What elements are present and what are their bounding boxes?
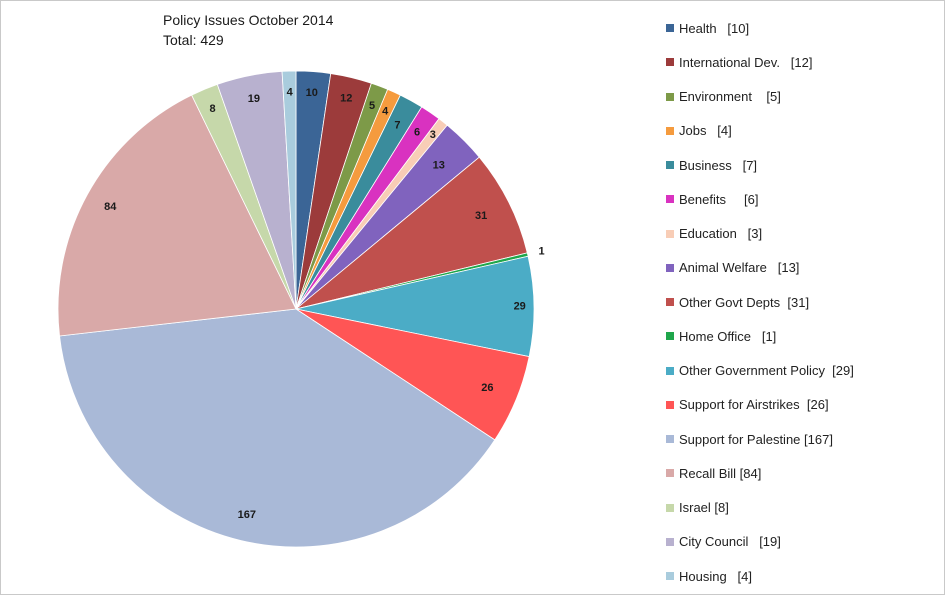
legend-swatch xyxy=(666,332,674,341)
legend-item-animal-welfare: Animal Welfare [13] xyxy=(666,251,936,285)
pie-slice-other-govt-depts xyxy=(295,156,528,310)
slice-value-label-support-for-airstrikes: 26 xyxy=(481,382,493,394)
legend-swatch xyxy=(666,400,674,409)
legend-label: Animal Welfare [13] xyxy=(679,260,800,276)
legend-swatch xyxy=(666,298,674,307)
legend-item-city-council: City Council [19] xyxy=(666,525,936,559)
slice-value-label-environment: 5 xyxy=(369,100,375,112)
slice-value-label-city-council: 19 xyxy=(248,93,260,105)
pie-slice-recall-bill xyxy=(57,94,297,337)
legend-swatch xyxy=(666,537,674,546)
legend-item-support-for-airstrikes: Support for Airstrikes [26] xyxy=(666,388,936,422)
legend-swatch xyxy=(666,229,674,238)
legend-label: Support for Airstrikes [26] xyxy=(679,397,829,413)
legend-item-health: Health [10] xyxy=(666,11,936,45)
pie-slices xyxy=(57,70,535,548)
pie-slice-housing xyxy=(281,70,297,310)
legend-swatch xyxy=(666,58,674,67)
legend-swatch xyxy=(666,263,674,272)
chart-title: Policy Issues October 2014 xyxy=(163,12,334,28)
legend-item-other-govt-depts: Other Govt Depts [31] xyxy=(666,285,936,319)
slice-value-label-other-govt-depts: 31 xyxy=(475,210,487,222)
legend-label: Housing [4] xyxy=(679,568,752,584)
legend-item-jobs: Jobs [4] xyxy=(666,114,936,148)
legend-swatch xyxy=(666,572,674,581)
legend-label: Home Office [1] xyxy=(679,328,777,344)
legend-label: Benefits [6] xyxy=(679,191,759,207)
chart-legend: Health [10] International Dev. [12] Enviro… xyxy=(666,11,936,593)
legend-swatch xyxy=(666,435,674,444)
legend-label: Education [3] xyxy=(679,226,763,242)
slice-value-label-israel: 8 xyxy=(210,103,216,115)
slice-value-label-health: 10 xyxy=(306,87,318,99)
legend-label: Other Government Policy [29] xyxy=(679,363,854,379)
legend-label: Recall Bill [84] xyxy=(679,465,762,481)
slice-value-label-housing: 4 xyxy=(287,87,294,99)
legend-item-environment: Environment [5] xyxy=(666,80,936,114)
legend-swatch xyxy=(666,24,674,33)
legend-item-education: Education [3] xyxy=(666,217,936,251)
legend-item-international-dev: International Dev. [12] xyxy=(666,45,936,79)
legend-item-other-government-policy: Other Government Policy [29] xyxy=(666,354,936,388)
chart-total: Total: 429 xyxy=(163,32,224,48)
legend-swatch xyxy=(666,366,674,375)
legend-item-business: Business [7] xyxy=(666,148,936,182)
legend-label: Business [7] xyxy=(679,157,758,173)
slice-value-label-other-government-policy: 29 xyxy=(514,301,526,313)
legend-swatch xyxy=(666,469,674,478)
slice-value-label-international-dev: 12 xyxy=(340,92,352,104)
legend-label: City Council [19] xyxy=(679,534,781,550)
legend-item-housing: Housing [4] xyxy=(666,559,936,593)
pie-slice-support-for-palestine xyxy=(59,308,496,548)
legend-swatch xyxy=(666,126,674,135)
slice-value-label-recall-bill: 84 xyxy=(104,201,117,213)
legend-label: Support for Palestine [167] xyxy=(679,431,833,447)
legend-swatch xyxy=(666,92,674,101)
chart-title-block: Policy Issues October 2014 Total: 429 xyxy=(163,10,333,50)
slice-value-label-support-for-palestine: 167 xyxy=(238,509,256,521)
legend-item-israel: Israel [8] xyxy=(666,491,936,525)
legend-label: Israel [8] xyxy=(679,500,729,516)
slice-value-label-benefits: 6 xyxy=(414,126,420,138)
legend-label: International Dev. [12] xyxy=(679,54,813,70)
legend-swatch xyxy=(666,503,674,512)
legend-item-support-for-palestine: Support for Palestine [167] xyxy=(666,422,936,456)
legend-label: Health [10] xyxy=(679,20,750,36)
legend-swatch xyxy=(666,195,674,204)
slice-value-label-business: 7 xyxy=(394,120,400,132)
legend-item-home-office: Home Office [1] xyxy=(666,319,936,353)
legend-swatch xyxy=(666,161,674,170)
legend-item-recall-bill: Recall Bill [84] xyxy=(666,456,936,490)
legend-label: Other Govt Depts [31] xyxy=(679,294,810,310)
slice-value-label-education: 3 xyxy=(430,129,436,141)
slice-value-label-home-office: 1 xyxy=(539,245,545,257)
slice-value-label-animal-welfare: 13 xyxy=(433,160,445,172)
legend-item-benefits: Benefits [6] xyxy=(666,182,936,216)
legend-label: Environment [5] xyxy=(679,89,781,105)
slice-value-label-jobs: 4 xyxy=(382,106,389,118)
legend-label: Jobs [4] xyxy=(679,123,732,139)
